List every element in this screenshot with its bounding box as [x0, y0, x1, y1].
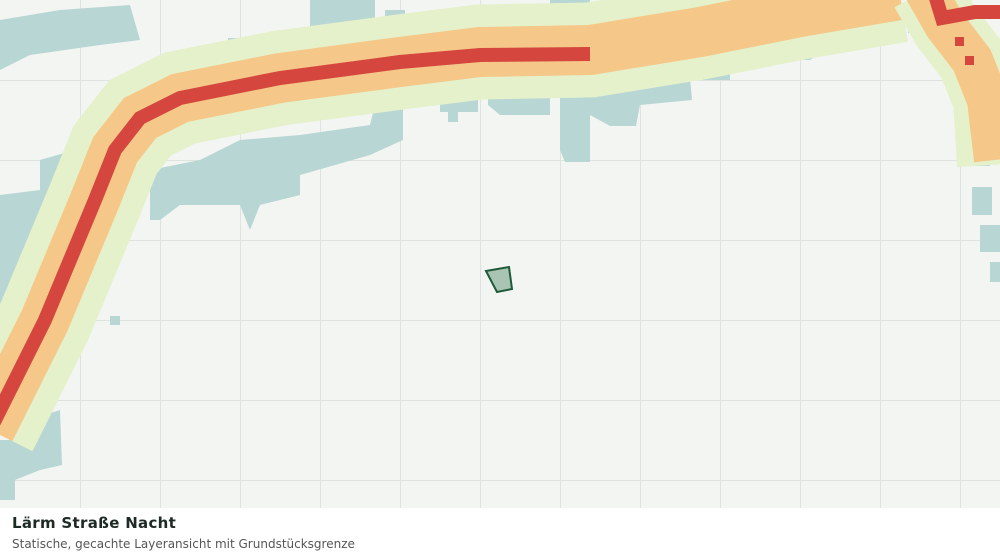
- map: [0, 0, 1000, 508]
- caption: Lärm Straße Nacht Statische, gecachte La…: [0, 508, 1000, 560]
- layer-subtitle: Statische, gecachte Layeransicht mit Gru…: [12, 537, 355, 551]
- parcel-boundary[interactable]: [484, 265, 514, 294]
- layer-title: Lärm Straße Nacht: [12, 514, 177, 532]
- noise-spots: [955, 37, 974, 65]
- block: [150, 105, 403, 230]
- block: [0, 410, 62, 500]
- noise-band-high: [929, 0, 1000, 27]
- block: [990, 262, 1000, 282]
- noise-spot: [955, 37, 964, 46]
- block: [972, 187, 992, 215]
- noise-band-high: [0, 47, 591, 426]
- block: [980, 225, 1000, 252]
- noise-spot: [965, 56, 974, 65]
- block: [0, 5, 140, 70]
- block: [560, 78, 692, 162]
- block: [110, 316, 120, 325]
